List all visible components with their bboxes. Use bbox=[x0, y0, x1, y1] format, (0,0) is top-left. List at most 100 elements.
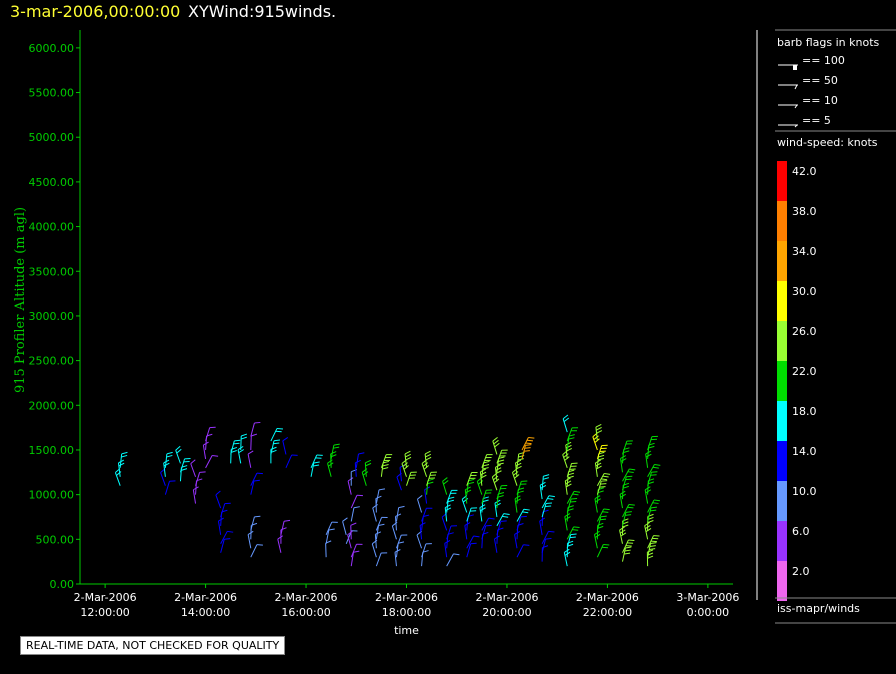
wind-barb bbox=[594, 459, 602, 477]
barb-flag bbox=[402, 462, 408, 467]
barb-flag bbox=[375, 531, 382, 535]
speed-legend-title: wind-speed: knots bbox=[777, 136, 878, 149]
barb-shaft bbox=[250, 544, 258, 558]
barb-flag bbox=[601, 478, 608, 481]
barb-flag bbox=[482, 499, 489, 503]
barb-shaft bbox=[117, 462, 121, 477]
barb-shaft bbox=[350, 544, 357, 558]
y-tick-label: 6000.00 bbox=[29, 42, 75, 55]
wind-barb bbox=[215, 490, 222, 509]
x-tick-date: 2-Mar-2006 bbox=[475, 591, 538, 604]
barb-shaft bbox=[539, 485, 543, 500]
wind-barb bbox=[404, 450, 412, 468]
wind-barb bbox=[250, 479, 260, 495]
barb-flag bbox=[256, 544, 263, 546]
barb-flag bbox=[424, 450, 431, 455]
barb-shaft bbox=[619, 494, 623, 509]
barb-shaft bbox=[594, 462, 598, 477]
barb-flag bbox=[562, 414, 569, 420]
colorbar-swatch bbox=[777, 281, 787, 321]
colorbar-label: 34.0 bbox=[792, 245, 817, 258]
wind-barbs bbox=[114, 414, 661, 567]
barb-shaft bbox=[426, 472, 432, 486]
colorbar-swatch bbox=[777, 241, 787, 281]
barb-shaft bbox=[466, 535, 475, 549]
wind-barb bbox=[421, 543, 432, 558]
wind-barb bbox=[491, 472, 500, 491]
wind-barb bbox=[364, 459, 372, 477]
wind-barb bbox=[647, 506, 658, 522]
wind-barb bbox=[496, 520, 507, 535]
wind-barb bbox=[461, 495, 469, 513]
barb-shaft bbox=[494, 503, 498, 518]
barb-shaft bbox=[514, 534, 518, 549]
barb-flag bbox=[483, 464, 490, 467]
wind-barb bbox=[330, 443, 340, 459]
wind-barb bbox=[596, 472, 611, 486]
barb-legend-pennant bbox=[793, 65, 797, 70]
barb-shaft bbox=[354, 462, 357, 477]
barb-flag bbox=[596, 465, 602, 470]
colorbar-label: 18.0 bbox=[792, 405, 817, 418]
barb-flag bbox=[473, 535, 480, 538]
barb-flag bbox=[649, 548, 656, 551]
barb-shaft bbox=[401, 463, 407, 477]
wind-barb bbox=[481, 489, 493, 504]
wind-barb bbox=[481, 524, 492, 540]
barb-flag bbox=[648, 445, 655, 449]
wind-barb bbox=[541, 530, 555, 545]
wind-barb bbox=[596, 544, 610, 558]
barb-flag bbox=[405, 453, 411, 458]
barb-shaft bbox=[620, 458, 623, 473]
barb-flag bbox=[453, 553, 460, 556]
barb-flag bbox=[565, 444, 572, 449]
barb-flag bbox=[540, 484, 547, 489]
x-tick-date: 2-Mar-2006 bbox=[174, 591, 237, 604]
barb-legend: == 100 == 50 == 10 == 5 bbox=[778, 54, 845, 128]
barb-legend-label: == 10 bbox=[802, 94, 838, 107]
barb-shaft bbox=[205, 455, 213, 469]
colorbar-swatch bbox=[777, 401, 787, 441]
barb-flag bbox=[602, 475, 609, 478]
wind-barb bbox=[220, 502, 231, 518]
barb-shaft bbox=[399, 467, 402, 482]
wind-barb bbox=[444, 504, 452, 522]
barb-flag bbox=[568, 434, 575, 437]
barb-shaft bbox=[310, 454, 318, 469]
barb-flag bbox=[362, 471, 369, 476]
barb-shaft bbox=[347, 534, 352, 549]
wind-barb bbox=[282, 437, 289, 455]
barb-legend-label: == 50 bbox=[802, 74, 838, 87]
barb-flag bbox=[425, 453, 432, 458]
barb-flag bbox=[347, 477, 354, 482]
wind-barb bbox=[119, 451, 128, 468]
barb-flag bbox=[333, 446, 340, 449]
barb-flag bbox=[372, 504, 378, 509]
barb-shaft bbox=[446, 490, 452, 504]
barb-shaft bbox=[375, 525, 380, 540]
wind-barb bbox=[280, 519, 291, 535]
title-timestamp: 3-mar-2006,00:00:00 bbox=[10, 2, 181, 21]
barb-shaft bbox=[564, 480, 568, 495]
wind-barb bbox=[496, 449, 508, 464]
barb-shaft bbox=[325, 521, 333, 536]
colorbar-label: 26.0 bbox=[792, 325, 817, 338]
barb-flag bbox=[603, 508, 610, 511]
barb-flag bbox=[175, 445, 181, 451]
barb-shaft bbox=[250, 472, 258, 486]
barb-flag bbox=[181, 468, 188, 471]
barb-flag bbox=[447, 499, 454, 503]
barb-shaft bbox=[350, 495, 358, 509]
colorbar-label: 42.0 bbox=[792, 165, 817, 178]
barb-flag bbox=[350, 522, 357, 526]
barb-flag bbox=[378, 523, 385, 526]
wind-barb bbox=[195, 471, 206, 486]
barb-flag bbox=[256, 472, 263, 475]
barb-flag bbox=[230, 450, 237, 453]
barb-shaft bbox=[516, 516, 522, 531]
barb-flag bbox=[517, 490, 524, 494]
barb-shaft bbox=[494, 467, 498, 482]
barb-shaft bbox=[395, 534, 402, 549]
barb-flag bbox=[445, 507, 452, 512]
barb-flag bbox=[465, 489, 472, 494]
